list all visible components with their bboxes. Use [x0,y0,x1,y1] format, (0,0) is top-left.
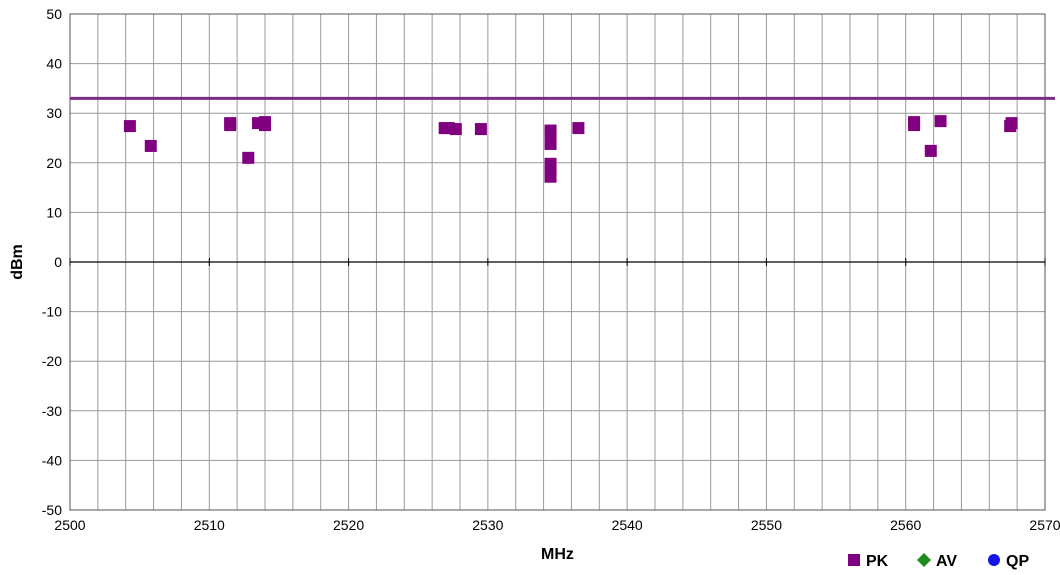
x-tick-label: 2570 [1029,517,1060,533]
y-tick-label: -10 [42,304,62,320]
data-point-pk [1005,117,1018,130]
data-point-pk [224,117,237,130]
x-tick-label: 2520 [333,517,364,533]
data-point-pk [144,139,157,152]
y-tick-label: 30 [46,105,62,121]
legend-marker-qp [988,554,1000,566]
x-tick-label: 2550 [751,517,782,533]
data-point-pk [123,120,136,133]
data-point-pk [908,116,921,129]
y-axis-title: dBm [9,244,26,280]
x-tick-label: 2540 [612,517,643,533]
y-tick-label: 0 [54,254,62,270]
data-point-pk [242,151,255,164]
data-point-pk [449,123,462,136]
data-point-pk [572,122,585,135]
y-tick-label: -50 [42,502,62,518]
legend-label-av: AV [936,553,957,570]
data-point-pk [544,170,557,183]
x-tick-label: 2510 [194,517,225,533]
legend-label-pk: PK [866,553,889,570]
y-tick-label: 20 [46,155,62,171]
y-tick-label: -30 [42,403,62,419]
x-tick-label: 2530 [472,517,503,533]
axis-layer [69,13,1046,511]
y-tick-label: 40 [46,56,62,72]
labels-layer: -50 -40 -30 -20 -10 0 10 20 30 40 50 2500 2510 2520 25… [9,6,1060,563]
points-layer [123,115,1018,183]
x-tick-label: 2560 [890,517,921,533]
y-tick-label: 50 [46,6,62,22]
data-point-pk [924,144,937,157]
y-tick-label: -20 [42,353,62,369]
x-axis-title: MHz [541,546,574,563]
data-point-pk [474,123,487,136]
legend-label-qp: QP [1006,553,1029,570]
legend-marker-pk [848,554,860,566]
data-point-pk [934,115,947,128]
y-tick-label: 10 [46,204,62,220]
data-point-pk [544,128,557,141]
legend-marker-av [917,553,931,567]
data-point-pk [252,117,265,130]
data-point-pk [544,137,557,150]
legend-layer: PK AV QP [848,553,1029,570]
y-tick-label: -40 [42,452,62,468]
x-tick-label: 2500 [54,517,85,533]
data-point-pk [259,116,271,129]
